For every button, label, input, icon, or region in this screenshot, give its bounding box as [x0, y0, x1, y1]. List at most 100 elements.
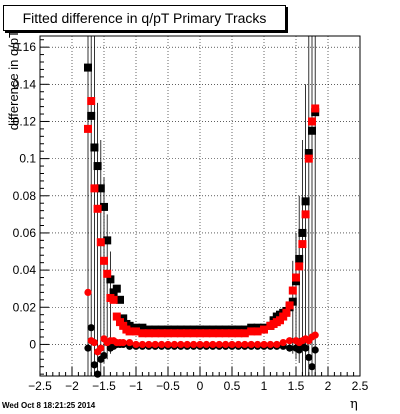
data-point-square: [103, 236, 112, 245]
y-tick-label: 0: [29, 337, 36, 351]
data-point-square: [103, 269, 112, 278]
data-point-square: [93, 204, 102, 213]
x-tick-label: −1: [129, 379, 143, 393]
data-point-square: [295, 262, 304, 271]
data-point-square: [96, 184, 105, 193]
timestamp: Wed Oct 8 18:21:25 2014: [2, 401, 96, 410]
data-point-square: [112, 312, 121, 321]
data-point-circle: [151, 340, 159, 349]
data-point-square: [176, 329, 185, 338]
data-point-square: [109, 295, 118, 304]
x-tick-label: 0.5: [224, 379, 241, 393]
data-point-square: [87, 97, 96, 106]
data-point-square: [157, 329, 166, 338]
data-point-circle: [84, 288, 92, 296]
data-point-square: [183, 329, 192, 338]
data-point-circle: [119, 338, 127, 347]
data-point-circle: [266, 340, 274, 349]
x-tick-label: 2.5: [352, 379, 369, 393]
x-tick-label: 1.5: [288, 379, 305, 393]
data-point-circle: [196, 340, 204, 349]
y-tick-label: 0.12: [13, 114, 37, 128]
data-point-square: [301, 210, 310, 219]
data-point-square: [151, 329, 160, 338]
data-point-square: [304, 149, 313, 158]
data-point-square: [311, 104, 320, 113]
data-point-circle: [84, 344, 92, 352]
data-point-circle: [241, 340, 249, 349]
axis-tick-labels: −2.5 −2 −1.5 −1 −0.5 0 0.5 1 1.5 2 2.5 0 0.02 0.04 0.0…: [13, 40, 369, 393]
data-point-square: [84, 124, 92, 133]
x-tick-label: 1: [261, 379, 268, 393]
y-tick-label: 0.1: [19, 152, 36, 166]
data-point-square: [292, 273, 300, 282]
data-point-square: [116, 295, 124, 304]
x-tick-label: −0.5: [156, 379, 180, 393]
data-point-square: [90, 184, 99, 193]
data-point-square: [125, 327, 134, 336]
data-point-circle: [202, 340, 210, 349]
data-point-square: [247, 327, 256, 336]
data-point-square: [288, 286, 297, 295]
data-point-circle: [228, 340, 236, 349]
data-point-circle: [183, 340, 191, 349]
data-point-circle: [126, 338, 134, 347]
data-point-square: [106, 275, 115, 284]
data-point-circle: [247, 340, 255, 349]
data-point-square: [240, 329, 249, 338]
data-point-square: [221, 329, 230, 338]
x-tick-label: 0: [197, 379, 204, 393]
data-point-circle: [132, 340, 140, 349]
data-point-circle: [222, 340, 230, 349]
data-point-square: [164, 329, 172, 338]
data-point-square: [308, 117, 316, 126]
y-tick-label: 0.14: [13, 77, 37, 91]
data-point-square: [282, 308, 291, 317]
data-point-square: [84, 63, 92, 72]
data-point-circle: [311, 331, 319, 339]
data-point-square: [301, 197, 310, 206]
data-point-circle: [190, 340, 198, 349]
x-axis-label: η: [350, 397, 358, 412]
data-point-circle: [97, 344, 105, 352]
data-point-circle: [260, 340, 268, 349]
data-point-circle: [311, 346, 319, 354]
y-axis-label: difference in q/pT: [6, 30, 21, 131]
data-point-square: [170, 329, 179, 338]
data-point-square: [100, 256, 108, 265]
data-point-circle: [170, 340, 178, 349]
data-point-square: [112, 284, 121, 293]
data-point-circle: [145, 340, 153, 349]
data-point-square: [260, 325, 268, 334]
data-point-circle: [209, 340, 217, 349]
data-point-square: [215, 329, 224, 338]
data-point-square: [96, 238, 105, 247]
data-point-circle: [87, 324, 95, 332]
data-point-square: [189, 329, 198, 338]
chart-title: Fitted difference in q/pT Primary Tracks: [3, 5, 286, 31]
data-point-square: [138, 329, 147, 338]
y-tick-label: 0.02: [13, 300, 37, 314]
data-point-square: [253, 327, 262, 336]
data-point-circle: [138, 340, 146, 349]
data-point-square: [196, 329, 204, 338]
data-point-circle: [279, 338, 287, 347]
data-point-square: [87, 111, 96, 120]
x-tick-label: −2.5: [28, 379, 52, 393]
data-point-circle: [158, 340, 166, 349]
data-point-circle: [164, 340, 172, 349]
data-point-circle: [254, 340, 262, 349]
data-point-circle: [90, 361, 98, 369]
data-point-square: [138, 323, 147, 332]
data-point-square: [298, 228, 307, 237]
data-point-circle: [215, 340, 223, 349]
data-point-circle: [90, 338, 98, 347]
data-point-square: [144, 329, 153, 338]
data-point-circle: [234, 340, 242, 349]
data-point-square: [93, 162, 102, 171]
data-markers: [84, 63, 320, 378]
data-point-circle: [308, 363, 316, 371]
data-point-square: [285, 301, 294, 310]
y-tick-label: 0.06: [13, 226, 37, 240]
